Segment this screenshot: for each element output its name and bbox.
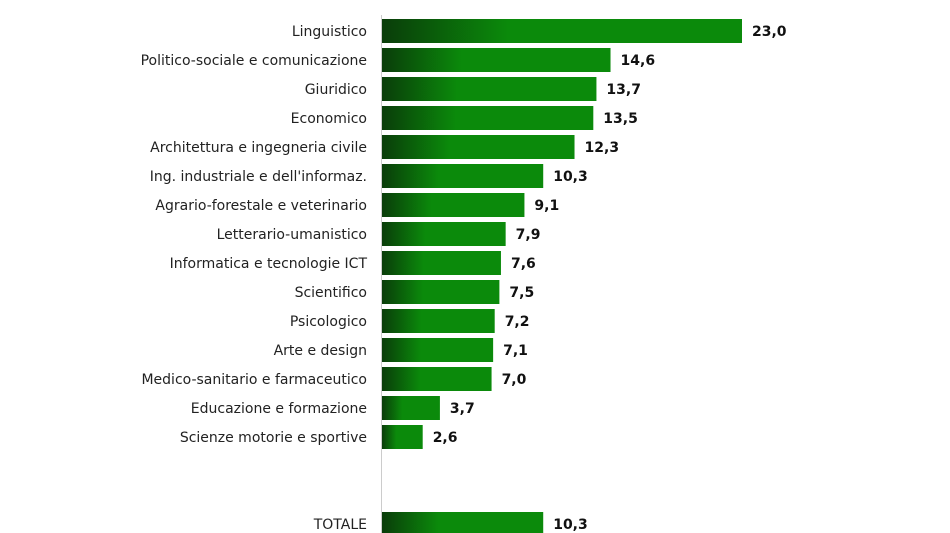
category-label: Letterario-umanistico (217, 227, 367, 243)
bar (382, 280, 500, 304)
bar (382, 396, 440, 420)
bar (382, 425, 423, 449)
value-label: 7,5 (509, 285, 534, 301)
bar (382, 367, 492, 391)
bar (382, 106, 594, 130)
category-label: Agrario-forestale e veterinario (155, 198, 367, 214)
bars-group: Linguistico 23,0 Politico-sociale e comuni… (141, 15, 787, 533)
value-label: 7,6 (511, 256, 536, 272)
value-label: 7,2 (505, 314, 530, 330)
category-label: Giuridico (305, 82, 367, 98)
bar (382, 338, 494, 362)
bar (382, 193, 525, 217)
value-label: 7,9 (516, 227, 541, 243)
value-label: 10,3 (553, 169, 588, 185)
bar (382, 222, 506, 246)
category-label: Linguistico (292, 24, 367, 40)
value-label: 13,5 (603, 111, 638, 127)
total-label: TOTALE (313, 517, 367, 533)
total-value-label: 10,3 (553, 517, 588, 533)
category-label: Economico (291, 111, 367, 127)
category-label: Informatica e tecnologie ICT (170, 256, 368, 272)
value-label: 7,1 (503, 343, 528, 359)
category-label: Scienze motorie e sportive (180, 430, 367, 446)
value-label: 2,6 (433, 430, 458, 446)
category-label: Ing. industriale e dell'informaz. (150, 169, 367, 185)
bar (382, 77, 597, 101)
category-label: Arte e design (274, 343, 367, 359)
category-label: Educazione e formazione (191, 401, 367, 417)
total-bar (382, 512, 544, 533)
category-label: Medico-sanitario e farmaceutico (141, 372, 367, 388)
bar (382, 309, 495, 333)
value-label: 12,3 (585, 140, 620, 156)
value-label: 7,0 (502, 372, 527, 388)
value-label: 14,6 (621, 53, 656, 69)
value-label: 23,0 (752, 24, 787, 40)
category-label: Scientifico (295, 285, 367, 301)
value-label: 13,7 (606, 82, 641, 98)
category-label: Psicologico (290, 314, 367, 330)
bar (382, 164, 544, 188)
bar (382, 48, 611, 72)
category-label: Architettura e ingegneria civile (150, 140, 367, 156)
bar (382, 251, 501, 275)
bar (382, 19, 742, 43)
value-label: 3,7 (450, 401, 475, 417)
category-label: Politico-sociale e comunicazione (141, 53, 367, 69)
value-label: 9,1 (534, 198, 559, 214)
bar (382, 135, 575, 159)
